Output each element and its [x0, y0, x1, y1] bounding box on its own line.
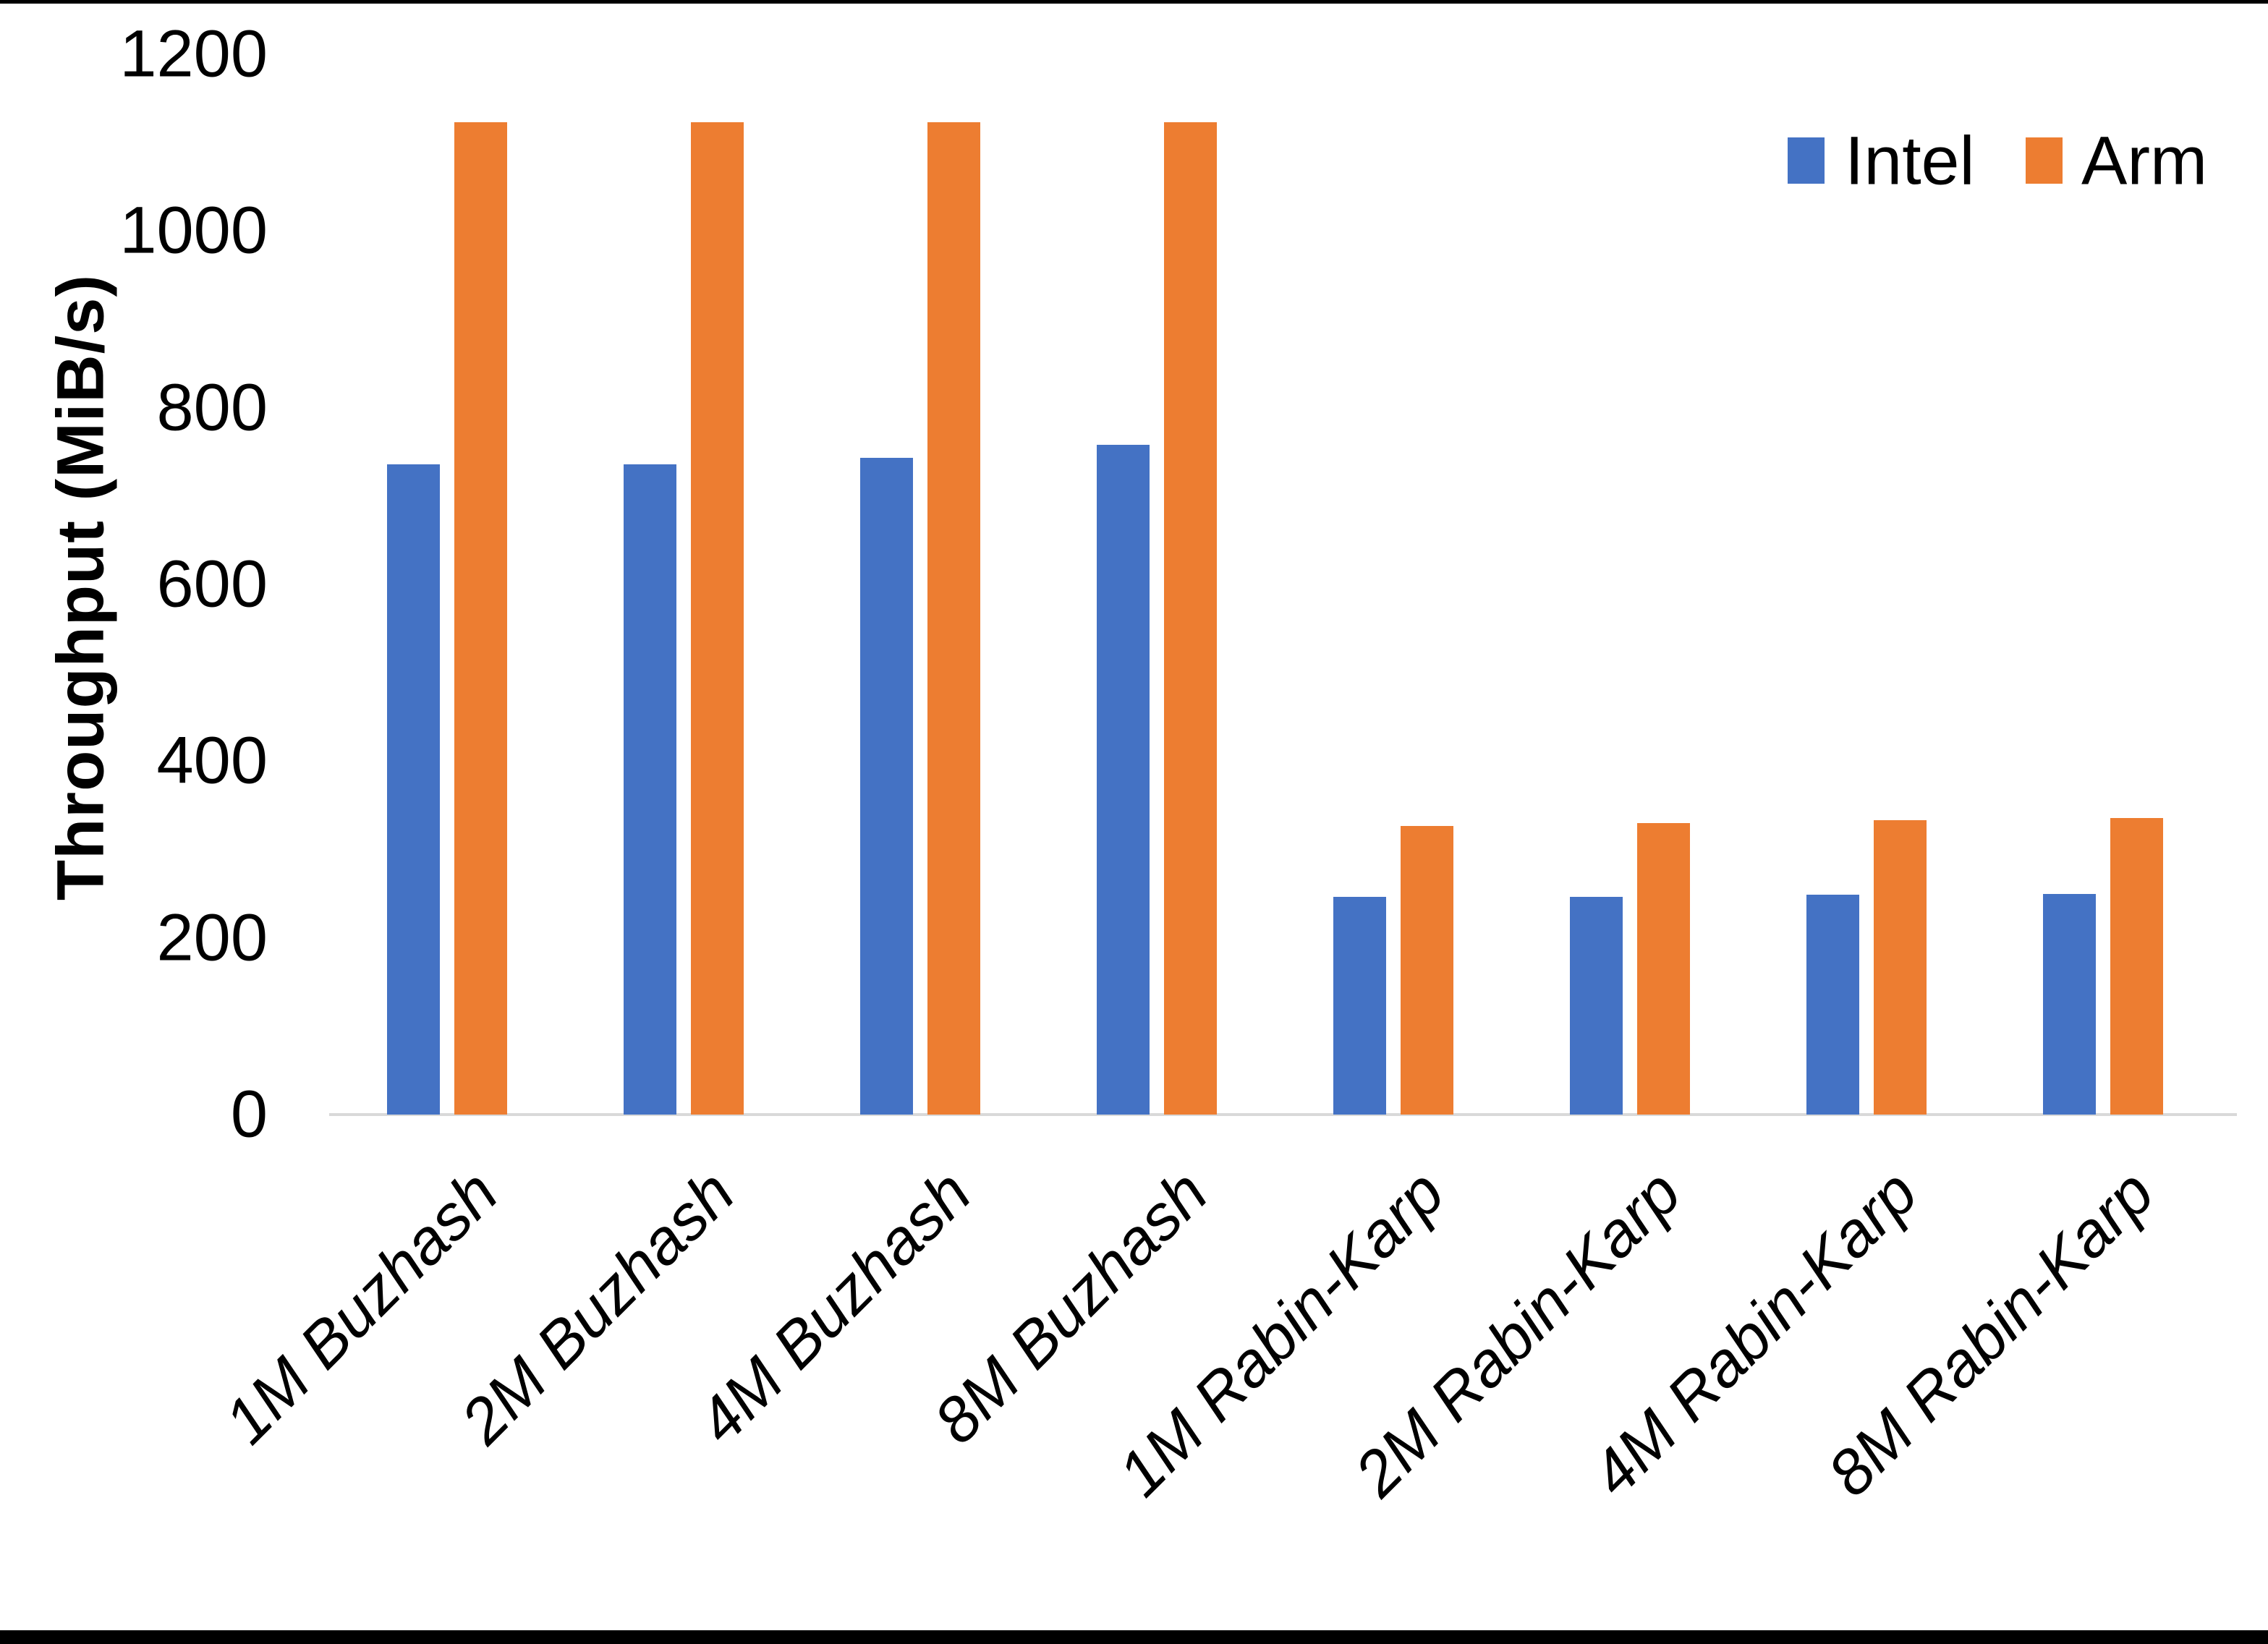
bar-arm-2m-rabin-karp [1637, 823, 1690, 1115]
y-tick-label-1000: 1000 [119, 193, 268, 268]
bar-arm-1m-buzhash [454, 122, 507, 1115]
y-tick-label-200: 200 [156, 900, 268, 975]
bar-intel-1m-buzhash [387, 464, 440, 1115]
bar-intel-8m-rabin-karp [2043, 894, 2096, 1115]
bar-arm-8m-rabin-karp [2110, 818, 2163, 1115]
y-tick-label-0: 0 [230, 1077, 268, 1151]
bar-intel-4m-rabin-karp [1806, 895, 1859, 1115]
bar-arm-2m-buzhash [691, 122, 744, 1115]
bar-arm-8m-buzhash [1164, 122, 1217, 1115]
bar-intel-8m-buzhash [1097, 445, 1150, 1115]
y-tick-label-600: 600 [156, 547, 268, 621]
y-tick-label-1200: 1200 [119, 17, 268, 91]
y-tick-label-800: 800 [156, 370, 268, 445]
bar-intel-2m-rabin-karp [1570, 897, 1623, 1115]
legend-swatch-intel [1788, 137, 1825, 184]
legend-swatch-arm [2026, 137, 2063, 184]
bar-arm-1m-rabin-karp [1401, 826, 1453, 1115]
legend-label-intel: Intel [1845, 122, 1975, 200]
bar-intel-2m-buzhash [624, 464, 676, 1115]
bar-intel-1m-rabin-karp [1333, 897, 1386, 1115]
page-top-border [0, 0, 2268, 4]
bar-arm-4m-buzhash [927, 122, 980, 1115]
y-tick-label-400: 400 [156, 723, 268, 798]
bar-arm-4m-rabin-karp [1874, 820, 1927, 1115]
page-bottom-border [0, 1630, 2268, 1644]
bar-intel-4m-buzhash [860, 458, 913, 1115]
x-axis-line [329, 1113, 2237, 1116]
legend-label-arm: Arm [2081, 122, 2208, 200]
